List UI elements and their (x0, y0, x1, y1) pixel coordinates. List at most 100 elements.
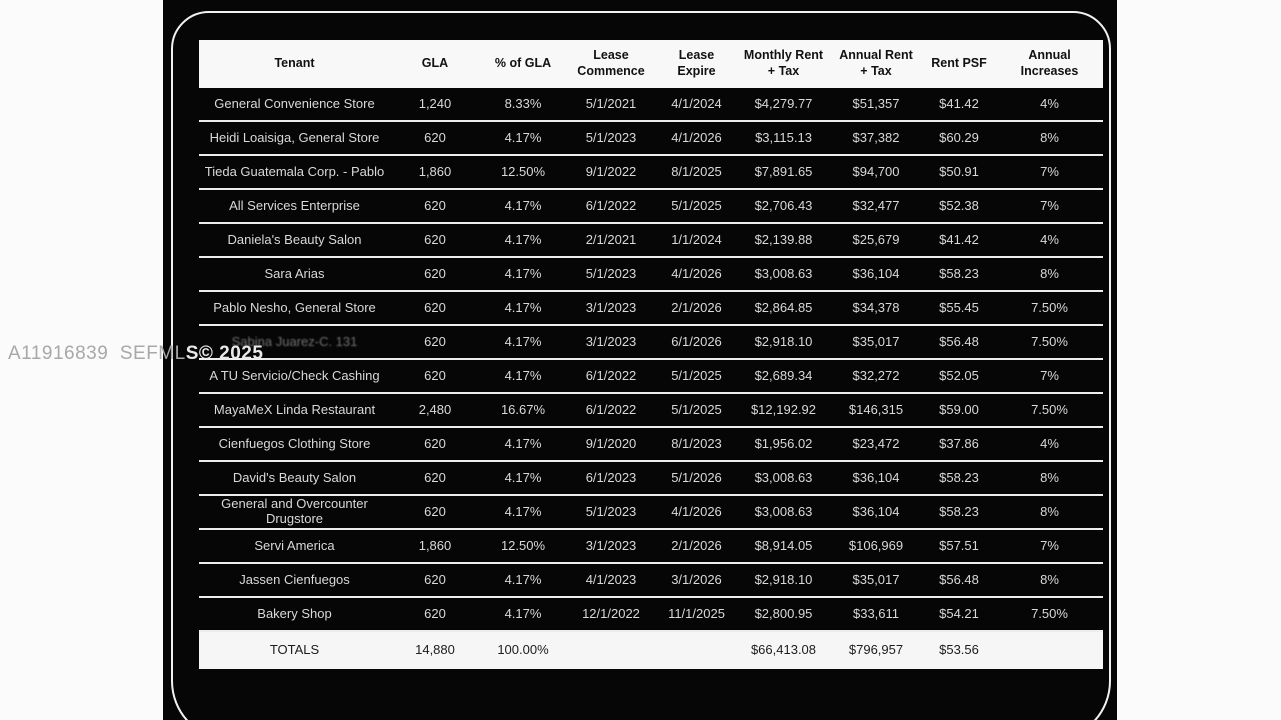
cell-pct-gla: 4.17% (504, 265, 542, 281)
cell-monthly-rent: $8,914.05 (754, 537, 813, 553)
cell-monthly-rent: $1,956.02 (754, 435, 813, 451)
cell-annual-rent: $37,382 (852, 129, 900, 145)
cell-annual-rent: $25,679 (852, 231, 900, 247)
cell-lease-commence: 3/1/2023 (585, 299, 637, 315)
cell-gla: 620 (424, 605, 446, 621)
cell-pct-gla: 4.17% (504, 231, 542, 247)
totals-gla: 14,880 (415, 642, 455, 658)
cell-tenant: Tieda Guatemala Corp. - Pablo (204, 163, 385, 179)
cell-monthly-rent: $3,008.63 (754, 469, 813, 485)
table-row: Pablo Nesho, General Store 620 4.17% 3/1… (199, 292, 1103, 326)
rent-roll-table: Tenant GLA % of GLA Lease Commence Lease… (199, 40, 1103, 669)
mls-watermark-right: S© 2025 (185, 343, 264, 364)
cell-gla: 620 (424, 299, 446, 315)
table-row: Sara Arias 620 4.17% 5/1/2023 4/1/2026 $… (199, 258, 1103, 292)
cell-gla: 620 (424, 197, 446, 213)
cell-monthly-rent: $2,918.10 (754, 333, 813, 349)
cell-lease-expire: 4/1/2026 (671, 129, 722, 145)
cell-annual-increase: 8% (1040, 503, 1059, 519)
cell-tenant: General and Overcounter Drugstore (221, 496, 368, 526)
cell-rent-psf: $50.91 (939, 163, 979, 179)
cell-pct-gla: 8.33% (504, 95, 542, 111)
cell-monthly-rent: $2,864.85 (754, 299, 813, 315)
table-row: Cienfuegos Clothing Store 620 4.17% 9/1/… (199, 428, 1103, 462)
column-header-gla: GLA (421, 56, 449, 71)
cell-lease-expire: 3/1/2026 (671, 571, 722, 587)
totals-rent-psf: $53.56 (939, 642, 979, 658)
cell-gla: 620 (424, 129, 446, 145)
cell-lease-expire: 8/1/2025 (671, 163, 722, 179)
mls-watermark: A11916839 SEFMLS© 2025 (8, 343, 263, 365)
rounded-frame-outline (171, 11, 1111, 720)
cell-monthly-rent: $2,139.88 (754, 231, 813, 247)
cell-annual-rent: $146,315 (848, 401, 904, 417)
cell-annual-increase: 8% (1040, 129, 1059, 145)
cell-gla: 620 (424, 367, 446, 383)
table-row: A TU Servicio/Check Cashing 620 4.17% 6/… (199, 360, 1103, 394)
cell-lease-expire: 2/1/2026 (671, 299, 722, 315)
cell-monthly-rent: $2,918.10 (754, 571, 813, 587)
cell-monthly-rent: $2,689.34 (754, 367, 813, 383)
cell-gla: 620 (424, 333, 446, 349)
cell-gla: 1,240 (418, 95, 452, 111)
column-header-lease-commence: Lease Commence (577, 48, 645, 78)
cell-lease-commence: 4/1/2023 (585, 571, 637, 587)
cell-pct-gla: 16.67% (500, 401, 546, 417)
column-header-lease-expire: Lease Expire (677, 48, 716, 78)
cell-monthly-rent: $3,115.13 (755, 129, 812, 145)
cell-annual-increase: 8% (1040, 571, 1059, 587)
cell-annual-increase: 4% (1040, 435, 1059, 451)
table-row: Jassen Cienfuegos 620 4.17% 4/1/2023 3/1… (199, 564, 1103, 598)
cell-annual-rent: $32,477 (852, 197, 900, 213)
cell-annual-rent: $35,017 (852, 333, 900, 349)
cell-lease-commence: 5/1/2023 (585, 265, 637, 281)
cell-tenant: Sara Arias (264, 265, 325, 281)
table-row: General and Overcounter Drugstore 620 4.… (199, 496, 1103, 530)
table-row: Sabina Juarez-C. 131 620 4.17% 3/1/2023 … (199, 326, 1103, 360)
cell-monthly-rent: $7,891.65 (754, 163, 813, 179)
cell-lease-expire: 11/1/2025 (668, 605, 725, 621)
cell-lease-expire: 4/1/2024 (671, 95, 722, 111)
cell-annual-rent: $35,017 (852, 571, 900, 587)
cell-lease-commence: 3/1/2023 (585, 333, 637, 349)
cell-annual-rent: $34,378 (852, 299, 900, 315)
table-row: Tieda Guatemala Corp. - Pablo 1,860 12.5… (199, 156, 1103, 190)
cell-rent-psf: $56.48 (939, 571, 979, 587)
cell-lease-commence: 6/1/2022 (585, 367, 637, 383)
cell-lease-expire: 2/1/2026 (671, 537, 722, 553)
cell-annual-increase: 8% (1040, 469, 1059, 485)
table-row: Servi America 1,860 12.50% 3/1/2023 2/1/… (199, 530, 1103, 564)
cell-pct-gla: 4.17% (504, 129, 542, 145)
cell-gla: 620 (424, 571, 446, 587)
cell-annual-increase: 7% (1040, 367, 1059, 383)
column-header-rent-psf: Rent PSF (931, 56, 987, 71)
cell-pct-gla: 4.17% (504, 605, 542, 621)
cell-pct-gla: 4.17% (504, 367, 542, 383)
cell-annual-rent: $51,357 (852, 95, 900, 111)
cell-tenant: MayaMeX Linda Restaurant (213, 401, 376, 417)
cell-pct-gla: 4.17% (504, 571, 542, 587)
cell-tenant: A TU Servicio/Check Cashing (209, 367, 380, 383)
cell-lease-commence: 9/1/2020 (585, 435, 637, 451)
cell-annual-increase: 7.50% (1031, 401, 1068, 417)
cell-lease-commence: 5/1/2021 (585, 95, 637, 111)
cell-tenant: Bakery Shop (257, 605, 332, 621)
cell-rent-psf: $56.48 (939, 333, 979, 349)
cell-gla: 620 (424, 503, 446, 519)
cell-lease-commence: 5/1/2023 (585, 503, 637, 519)
cell-lease-expire: 5/1/2025 (671, 367, 722, 383)
cell-lease-expire: 8/1/2023 (671, 435, 722, 451)
cell-monthly-rent: $4,279.77 (754, 95, 813, 111)
cell-pct-gla: 12.50% (500, 163, 546, 179)
cell-pct-gla: 4.17% (504, 503, 542, 519)
cell-rent-psf: $58.23 (939, 469, 979, 485)
table-row: Daniela's Beauty Salon 620 4.17% 2/1/202… (199, 224, 1103, 258)
cell-annual-rent: $36,104 (852, 265, 900, 281)
mls-watermark-left: A11916839 SEFML (8, 343, 186, 364)
cell-tenant: Cienfuegos Clothing Store (218, 435, 371, 451)
cell-rent-psf: $52.38 (939, 197, 979, 213)
cell-tenant: Pablo Nesho, General Store (213, 299, 376, 315)
cell-gla: 1,860 (418, 163, 452, 179)
cell-annual-rent: $33,611 (852, 605, 900, 621)
totals-monthly-rent: $66,413.08 (750, 642, 817, 658)
